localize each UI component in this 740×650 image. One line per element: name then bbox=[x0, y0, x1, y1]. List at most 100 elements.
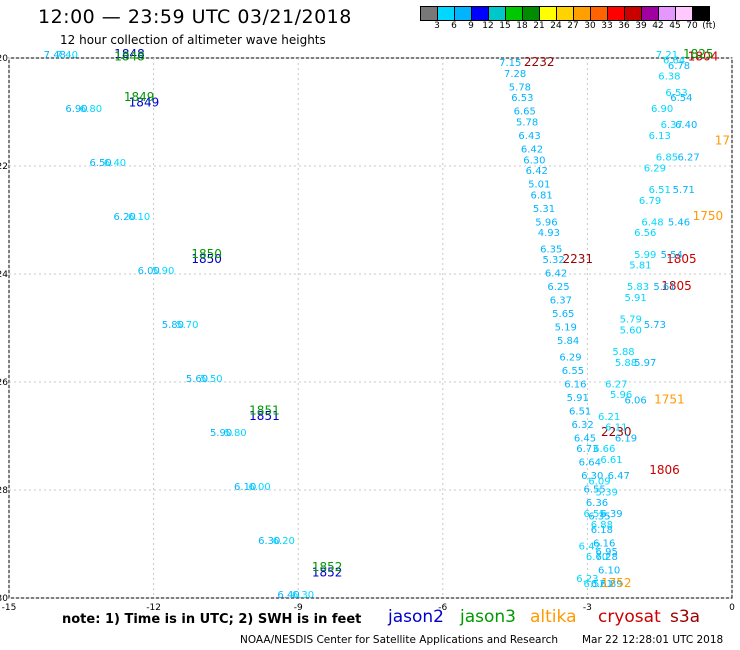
data-point-label: 6.13 bbox=[649, 131, 671, 142]
data-point-label: 5.97 bbox=[634, 358, 656, 369]
mission-jason3: jason3 bbox=[460, 607, 516, 627]
data-point-label: 5.60 bbox=[620, 325, 642, 336]
data-point-label: 6.18 bbox=[591, 525, 613, 536]
data-point-label: 4.93 bbox=[538, 228, 560, 239]
data-point-label: 6.64 bbox=[663, 55, 685, 66]
data-point-label: 6.00 bbox=[138, 266, 160, 277]
data-point-label: 5.46 bbox=[668, 217, 690, 228]
data-point-label: 6.30 bbox=[258, 536, 280, 547]
data-point-label: 6.90 bbox=[651, 104, 673, 115]
data-point-label: 5.88 bbox=[612, 347, 634, 358]
colorbar-label: 12 bbox=[482, 21, 494, 31]
data-point-label: 6.06 bbox=[624, 396, 646, 407]
data-point-label: 7.40 bbox=[56, 50, 78, 61]
time-label: 1852 bbox=[312, 565, 343, 579]
data-point-label: 6.36 bbox=[586, 498, 608, 509]
colorbar-label: 21 bbox=[533, 21, 545, 31]
data-point-label: 6.10 bbox=[234, 482, 256, 493]
data-point-label: 6.42 bbox=[526, 166, 548, 177]
data-point-label: 6.23 bbox=[576, 574, 598, 585]
colorbar-label: (ft) bbox=[702, 21, 716, 31]
mission-altika: altika bbox=[530, 607, 577, 627]
data-point-label: 5.90 bbox=[152, 266, 174, 277]
time-label: 1804 bbox=[688, 50, 719, 64]
data-point-label: 5.96 bbox=[610, 390, 632, 401]
x-tick-label: 0 bbox=[729, 603, 735, 613]
data-point-label: 5.19 bbox=[555, 323, 577, 334]
data-point-label: 6.61 bbox=[591, 579, 613, 590]
colorbar bbox=[420, 6, 710, 21]
data-point-label: 6.55 bbox=[562, 366, 584, 377]
time-label: 2232 bbox=[524, 55, 555, 69]
data-point-label: 5.71 bbox=[673, 185, 695, 196]
data-point-label: 6.39 bbox=[600, 509, 622, 520]
data-point-label: 6.51 bbox=[649, 185, 671, 196]
data-point-label: 6.27 bbox=[605, 379, 627, 390]
data-point-label: 5.96 bbox=[535, 217, 557, 228]
data-point-label: 6.53 bbox=[665, 88, 687, 99]
data-point-label: 5.81 bbox=[629, 261, 651, 272]
data-point-label: 7.28 bbox=[504, 69, 526, 80]
data-point-label: 5.70 bbox=[176, 320, 198, 331]
data-point-label: 6.55 bbox=[583, 509, 605, 520]
data-point-label: 5.65 bbox=[552, 309, 574, 320]
time-label: 2230 bbox=[601, 425, 632, 439]
y-tick-label: -30 bbox=[0, 594, 8, 604]
data-point-label: 5.80 bbox=[224, 428, 246, 439]
data-point-label: 5.90 bbox=[210, 428, 232, 439]
time-label: 1805 bbox=[666, 252, 697, 266]
data-point-label: 6.52 bbox=[583, 579, 605, 590]
time-label: 17 bbox=[715, 133, 730, 147]
data-point-label: 6.00 bbox=[249, 482, 271, 493]
x-tick-label: -15 bbox=[2, 603, 17, 613]
data-point-label: 6.66 bbox=[593, 444, 615, 455]
mission-cryosat: cryosat bbox=[598, 607, 661, 627]
footer-note: note: 1) Time is in UTC; 2) SWH is in fe… bbox=[62, 612, 362, 627]
data-point-label: 6.10 bbox=[598, 566, 620, 577]
data-point-label: 5.80 bbox=[162, 320, 184, 331]
colorbar-label: 27 bbox=[567, 21, 579, 31]
time-label: 1849 bbox=[124, 90, 155, 104]
data-point-label: 5.32 bbox=[543, 255, 565, 266]
data-point-label: 6.29 bbox=[644, 163, 666, 174]
data-point-label: 6.30 bbox=[523, 155, 545, 166]
y-tick-label: -22 bbox=[0, 162, 8, 172]
time-label: 1850 bbox=[191, 252, 222, 266]
data-point-label: 5.78 bbox=[516, 118, 538, 129]
colorbar-label: 18 bbox=[516, 21, 528, 31]
data-point-label: 6.56 bbox=[634, 228, 656, 239]
time-label: 1805 bbox=[661, 279, 692, 293]
x-tick-label: -6 bbox=[438, 603, 447, 613]
colorbar-label: 15 bbox=[499, 21, 511, 31]
y-tick-label: -24 bbox=[0, 270, 8, 280]
data-point-label: 6.70 bbox=[586, 552, 608, 563]
data-point-label: 5.60 bbox=[186, 374, 208, 385]
data-point-label: 5.78 bbox=[509, 82, 531, 93]
x-tick-label: -12 bbox=[146, 603, 161, 613]
data-point-label: 6.80 bbox=[80, 104, 102, 115]
chart-title: 12:00 — 23:59 UTC 03/21/2018 bbox=[38, 6, 352, 28]
colorbar-label: 42 bbox=[652, 21, 664, 31]
data-point-label: 6.85 bbox=[656, 153, 678, 164]
time-label: 2231 bbox=[562, 252, 593, 266]
data-point-label: 6.78 bbox=[668, 61, 690, 72]
colorbar-label: 24 bbox=[550, 21, 562, 31]
data-point-label: 6.09 bbox=[588, 477, 610, 488]
data-point-label: 6.27 bbox=[677, 153, 699, 164]
time-label: 1848 bbox=[114, 50, 145, 64]
data-point-label: 6.88 bbox=[591, 520, 613, 531]
data-point-label: 6.16 bbox=[564, 379, 586, 390]
data-point-label: 6.64 bbox=[579, 458, 601, 469]
data-point-label: 5.61 bbox=[653, 282, 675, 293]
data-point-label: 7.15 bbox=[499, 58, 521, 69]
time-label: 1851 bbox=[249, 409, 280, 423]
data-point-label: 5.83 bbox=[627, 282, 649, 293]
x-tick-label: -9 bbox=[294, 603, 303, 613]
data-point-label: 6.20 bbox=[114, 212, 136, 223]
colorbar-label: 36 bbox=[618, 21, 630, 31]
time-label: 1850 bbox=[191, 247, 222, 261]
data-point-label: 6.47 bbox=[608, 471, 630, 482]
data-point-label: 5.99 bbox=[634, 250, 656, 261]
time-label: 1852 bbox=[312, 560, 343, 574]
